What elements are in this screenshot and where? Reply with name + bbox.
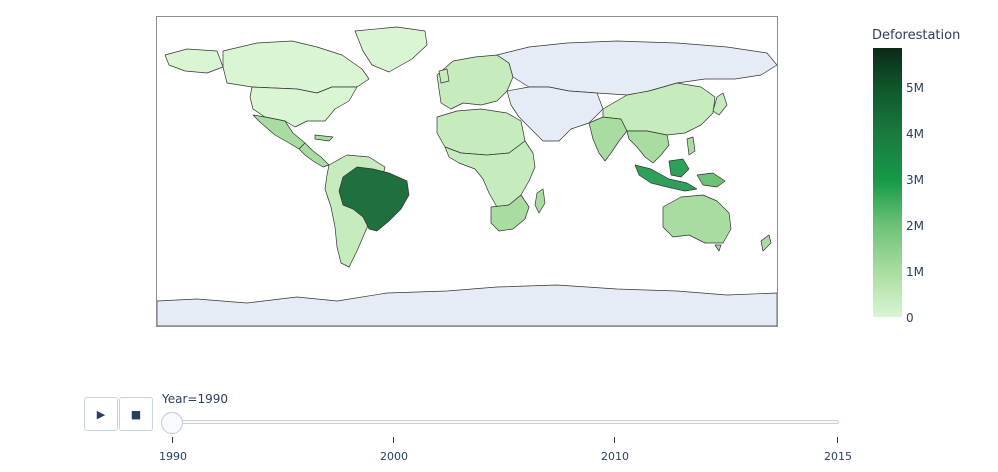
region-papua-new-guinea[interactable] [696, 172, 726, 188]
world-map[interactable] [156, 16, 778, 327]
region-borneo[interactable] [668, 158, 690, 178]
choropleth-map[interactable] [157, 17, 777, 326]
slider-tick-label: 2010 [601, 450, 629, 463]
slider-tick [614, 437, 615, 443]
play-button[interactable]: ▶ [84, 397, 118, 431]
region-madagascar[interactable] [534, 188, 546, 214]
region-canada[interactable] [222, 40, 370, 94]
region-north-africa[interactable] [436, 108, 526, 156]
region-middle-east[interactable] [506, 86, 604, 142]
colorbar-tick: 2M [906, 219, 924, 233]
region-new-zealand[interactable] [760, 234, 772, 252]
region-central-america[interactable] [298, 142, 330, 168]
region-japan[interactable] [712, 92, 728, 116]
region-australia[interactable] [662, 194, 732, 244]
slider-tick-label: 2015 [824, 450, 852, 463]
slider-tick-label: 1990 [159, 450, 187, 463]
colorbar-tick: 1M [906, 265, 924, 279]
region-antarctica[interactable] [157, 284, 777, 326]
region-united-states[interactable] [249, 86, 358, 128]
region-india[interactable] [588, 116, 628, 162]
region-china[interactable] [602, 82, 716, 136]
year-slider-handle[interactable] [161, 412, 183, 434]
slider-current-value: Year=1990 [162, 392, 228, 406]
stop-button[interactable]: ■ [119, 397, 153, 431]
region-uk[interactable] [438, 68, 450, 84]
colorbar-tick: 3M [906, 173, 924, 187]
slider-tick [837, 437, 838, 443]
legend-title: Deforestation [872, 28, 961, 43]
region-alaska[interactable] [164, 48, 224, 74]
region-indonesia[interactable] [634, 164, 698, 192]
slider-tick-label: 2000 [380, 450, 408, 463]
slider-tick [172, 437, 173, 443]
region-europe[interactable] [436, 54, 514, 110]
region-greenland[interactable] [354, 26, 428, 73]
colorbar-tick: 5M [906, 81, 924, 95]
region-caribbean[interactable] [314, 134, 334, 142]
colorbar-tick: 0 [906, 311, 914, 325]
colorbar [873, 48, 902, 317]
slider-tick [393, 437, 394, 443]
play-icon: ▶ [96, 407, 106, 421]
colorbar-tick: 4M [906, 127, 924, 141]
stop-icon: ■ [130, 407, 142, 421]
region-southern-africa[interactable] [490, 194, 530, 232]
region-philippines[interactable] [686, 136, 696, 156]
year-slider-track[interactable] [166, 420, 839, 424]
region-brazil[interactable] [338, 166, 410, 232]
region-southeast-asia[interactable] [626, 130, 670, 164]
region-tasmania[interactable] [714, 244, 722, 252]
